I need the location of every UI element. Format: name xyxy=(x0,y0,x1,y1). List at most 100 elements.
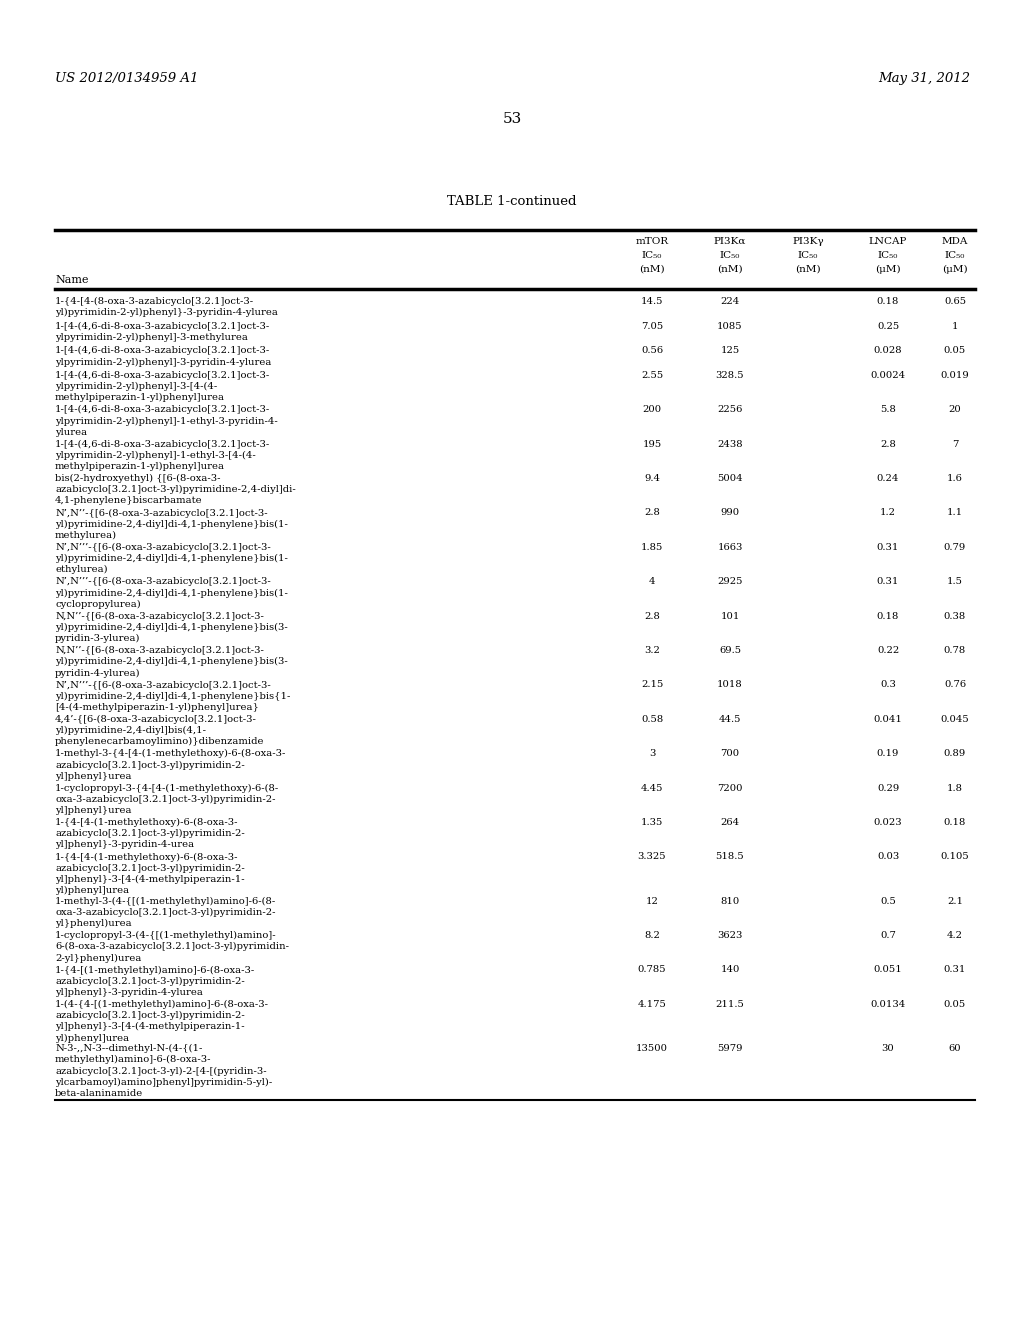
Text: US 2012/0134959 A1: US 2012/0134959 A1 xyxy=(55,73,199,84)
Text: 1-{4-[4-(8-oxa-3-azabicyclo[3.2.1]oct-3-
yl)pyrimidin-2-yl)phenyl}-3-pyridin-4-y: 1-{4-[4-(8-oxa-3-azabicyclo[3.2.1]oct-3-… xyxy=(55,297,278,317)
Text: 2.8: 2.8 xyxy=(644,611,659,620)
Text: (nM): (nM) xyxy=(717,265,742,275)
Text: 810: 810 xyxy=(720,896,739,906)
Text: 0.56: 0.56 xyxy=(641,346,664,355)
Text: 0.78: 0.78 xyxy=(944,645,966,655)
Text: 2256: 2256 xyxy=(718,405,742,414)
Text: 700: 700 xyxy=(721,750,739,758)
Text: 264: 264 xyxy=(721,818,739,828)
Text: 44.5: 44.5 xyxy=(719,715,741,723)
Text: 1085: 1085 xyxy=(717,322,742,330)
Text: May 31, 2012: May 31, 2012 xyxy=(878,73,970,84)
Text: TABLE 1-continued: TABLE 1-continued xyxy=(447,195,577,209)
Text: IC₅₀: IC₅₀ xyxy=(720,251,740,260)
Text: MDA: MDA xyxy=(942,238,968,246)
Text: 211.5: 211.5 xyxy=(716,999,744,1008)
Text: 518.5: 518.5 xyxy=(716,853,744,862)
Text: 1-{4-[(1-methylethyl)amino]-6-(8-oxa-3-
azabicyclo[3.2.1]oct-3-yl)pyrimidin-2-
y: 1-{4-[(1-methylethyl)amino]-6-(8-oxa-3- … xyxy=(55,965,255,997)
Text: 2.55: 2.55 xyxy=(641,371,664,380)
Text: 0.03: 0.03 xyxy=(877,853,899,862)
Text: 60: 60 xyxy=(948,1044,962,1053)
Text: 1.8: 1.8 xyxy=(947,784,963,792)
Text: N’,N’’-{[6-(8-oxa-3-azabicyclo[3.2.1]oct-3-
yl)pyrimidine-2,4-diyl]di-4,1-phenyl: N’,N’’-{[6-(8-oxa-3-azabicyclo[3.2.1]oct… xyxy=(55,508,288,540)
Text: IC₅₀: IC₅₀ xyxy=(798,251,818,260)
Text: 1-[4-(4,6-di-8-oxa-3-azabicyclo[3.2.1]oct-3-
ylpyrimidin-2-yl)phenyl]-3-[4-(4-
m: 1-[4-(4,6-di-8-oxa-3-azabicyclo[3.2.1]oc… xyxy=(55,371,270,403)
Text: 1.5: 1.5 xyxy=(947,577,963,586)
Text: 224: 224 xyxy=(720,297,739,306)
Text: 0.0024: 0.0024 xyxy=(870,371,905,380)
Text: 140: 140 xyxy=(720,965,739,974)
Text: 12: 12 xyxy=(645,896,658,906)
Text: 4.2: 4.2 xyxy=(947,931,963,940)
Text: 0.105: 0.105 xyxy=(941,853,970,862)
Text: 13500: 13500 xyxy=(636,1044,668,1053)
Text: 0.24: 0.24 xyxy=(877,474,899,483)
Text: 0.18: 0.18 xyxy=(877,297,899,306)
Text: 53: 53 xyxy=(503,112,521,125)
Text: 0.18: 0.18 xyxy=(877,611,899,620)
Text: 195: 195 xyxy=(642,440,662,449)
Text: 8.2: 8.2 xyxy=(644,931,659,940)
Text: 0.25: 0.25 xyxy=(877,322,899,330)
Text: 0.58: 0.58 xyxy=(641,715,664,723)
Text: 3.325: 3.325 xyxy=(638,853,667,862)
Text: N’,N’’’-{[6-(8-oxa-3-azabicyclo[3.2.1]oct-3-
yl)pyrimidine-2,4-diyl]di-4,1-pheny: N’,N’’’-{[6-(8-oxa-3-azabicyclo[3.2.1]oc… xyxy=(55,577,288,609)
Text: 0.023: 0.023 xyxy=(873,818,902,828)
Text: 0.31: 0.31 xyxy=(877,543,899,552)
Text: 1.35: 1.35 xyxy=(641,818,664,828)
Text: 3: 3 xyxy=(649,750,655,758)
Text: 20: 20 xyxy=(948,405,962,414)
Text: IC₅₀: IC₅₀ xyxy=(642,251,663,260)
Text: 200: 200 xyxy=(642,405,662,414)
Text: 328.5: 328.5 xyxy=(716,371,744,380)
Text: 2.15: 2.15 xyxy=(641,680,664,689)
Text: 2.1: 2.1 xyxy=(947,896,963,906)
Text: 4.175: 4.175 xyxy=(638,999,667,1008)
Text: 0.019: 0.019 xyxy=(941,371,970,380)
Text: 30: 30 xyxy=(882,1044,894,1053)
Text: 0.19: 0.19 xyxy=(877,750,899,758)
Text: 1-methyl-3-(4-{[(1-methylethyl)amino]-6-(8-
oxa-3-azabicyclo[3.2.1]oct-3-yl)pyri: 1-methyl-3-(4-{[(1-methylethyl)amino]-6-… xyxy=(55,896,276,928)
Text: 1-[4-(4,6-di-8-oxa-3-azabicyclo[3.2.1]oct-3-
ylpyrimidin-2-yl)phenyl]-1-ethyl-3-: 1-[4-(4,6-di-8-oxa-3-azabicyclo[3.2.1]oc… xyxy=(55,405,278,437)
Text: 9.4: 9.4 xyxy=(644,474,660,483)
Text: 990: 990 xyxy=(721,508,739,517)
Text: 125: 125 xyxy=(720,346,739,355)
Text: 1-[4-(4,6-di-8-oxa-3-azabicyclo[3.2.1]oct-3-
ylpyrimidin-2-yl)phenyl]-3-methylur: 1-[4-(4,6-di-8-oxa-3-azabicyclo[3.2.1]oc… xyxy=(55,322,270,342)
Text: 0.22: 0.22 xyxy=(877,645,899,655)
Text: IC₅₀: IC₅₀ xyxy=(945,251,966,260)
Text: mTOR: mTOR xyxy=(636,238,669,246)
Text: 1-{4-[4-(1-methylethoxy)-6-(8-oxa-3-
azabicyclo[3.2.1]oct-3-yl)pyrimidin-2-
yl]p: 1-{4-[4-(1-methylethoxy)-6-(8-oxa-3- aza… xyxy=(55,853,245,895)
Text: PI3Kα: PI3Kα xyxy=(714,238,746,246)
Text: 1-methyl-3-{4-[4-(1-methylethoxy)-6-(8-oxa-3-
azabicyclo[3.2.1]oct-3-yl)pyrimidi: 1-methyl-3-{4-[4-(1-methylethoxy)-6-(8-o… xyxy=(55,750,287,780)
Text: 1-[4-(4,6-di-8-oxa-3-azabicyclo[3.2.1]oct-3-
ylpyrimidin-2-yl)phenyl]-3-pyridin-: 1-[4-(4,6-di-8-oxa-3-azabicyclo[3.2.1]oc… xyxy=(55,346,271,367)
Text: 7.05: 7.05 xyxy=(641,322,664,330)
Text: N’,N’’’-{[6-(8-oxa-3-azabicyclo[3.2.1]oct-3-
yl)pyrimidine-2,4-diyl]di-4,1-pheny: N’,N’’’-{[6-(8-oxa-3-azabicyclo[3.2.1]oc… xyxy=(55,680,291,711)
Text: 0.5: 0.5 xyxy=(880,896,896,906)
Text: 2.8: 2.8 xyxy=(880,440,896,449)
Text: 1-cyclopropyl-3-(4-{[(1-methylethyl)amino]-
6-(8-oxa-3-azabicyclo[3.2.1]oct-3-yl: 1-cyclopropyl-3-(4-{[(1-methylethyl)amin… xyxy=(55,931,289,962)
Text: 69.5: 69.5 xyxy=(719,645,741,655)
Text: bis(2-hydroxyethyl) {[6-(8-oxa-3-
azabicyclo[3.2.1]oct-3-yl)pyrimidine-2,4-diyl]: bis(2-hydroxyethyl) {[6-(8-oxa-3- azabic… xyxy=(55,474,296,506)
Text: 4.45: 4.45 xyxy=(641,784,664,792)
Text: (nM): (nM) xyxy=(639,265,665,275)
Text: 0.31: 0.31 xyxy=(944,965,967,974)
Text: 0.785: 0.785 xyxy=(638,965,667,974)
Text: 2.8: 2.8 xyxy=(644,508,659,517)
Text: 0.051: 0.051 xyxy=(873,965,902,974)
Text: 0.3: 0.3 xyxy=(880,680,896,689)
Text: 0.041: 0.041 xyxy=(873,715,902,723)
Text: 4: 4 xyxy=(649,577,655,586)
Text: 0.045: 0.045 xyxy=(941,715,970,723)
Text: 1-[4-(4,6-di-8-oxa-3-azabicyclo[3.2.1]oct-3-
ylpyrimidin-2-yl)phenyl]-1-ethyl-3-: 1-[4-(4,6-di-8-oxa-3-azabicyclo[3.2.1]oc… xyxy=(55,440,270,471)
Text: 0.028: 0.028 xyxy=(873,346,902,355)
Text: N’,N’’’-{[6-(8-oxa-3-azabicyclo[3.2.1]oct-3-
yl)pyrimidine-2,4-diyl]di-4,1-pheny: N’,N’’’-{[6-(8-oxa-3-azabicyclo[3.2.1]oc… xyxy=(55,543,288,574)
Text: (μM): (μM) xyxy=(942,265,968,275)
Text: 0.05: 0.05 xyxy=(944,346,966,355)
Text: N,N’’-{[6-(8-oxa-3-azabicyclo[3.2.1]oct-3-
yl)pyrimidine-2,4-diyl]di-4,1-phenyle: N,N’’-{[6-(8-oxa-3-azabicyclo[3.2.1]oct-… xyxy=(55,611,288,643)
Text: 1-(4-{4-[(1-methylethyl)amino]-6-(8-oxa-3-
azabicyclo[3.2.1]oct-3-yl)pyrimidin-2: 1-(4-{4-[(1-methylethyl)amino]-6-(8-oxa-… xyxy=(55,999,269,1043)
Text: 1.1: 1.1 xyxy=(947,508,963,517)
Text: 5.8: 5.8 xyxy=(880,405,896,414)
Text: N,N’’-{[6-(8-oxa-3-azabicyclo[3.2.1]oct-3-
yl)pyrimidine-2,4-diyl]di-4,1-phenyle: N,N’’-{[6-(8-oxa-3-azabicyclo[3.2.1]oct-… xyxy=(55,645,288,677)
Text: 1-{4-[4-(1-methylethoxy)-6-(8-oxa-3-
azabicyclo[3.2.1]oct-3-yl)pyrimidin-2-
yl]p: 1-{4-[4-(1-methylethoxy)-6-(8-oxa-3- aza… xyxy=(55,818,245,850)
Text: 1.85: 1.85 xyxy=(641,543,664,552)
